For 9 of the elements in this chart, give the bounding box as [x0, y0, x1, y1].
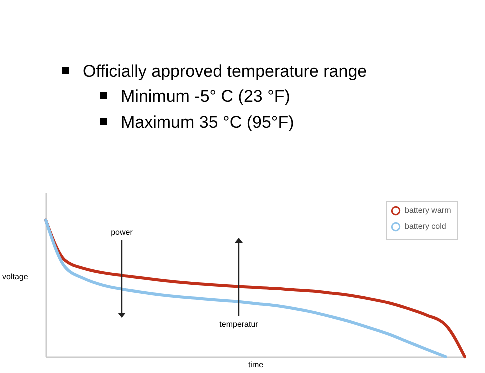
annotation: temperatur [220, 320, 258, 329]
text: Maximum 35 °C (95°F) [100, 113, 294, 133]
annotation: power [111, 228, 133, 237]
x-axis-title: time [248, 360, 264, 370]
legend-label: battery warm [405, 206, 452, 215]
y-axis-title: voltage [2, 272, 29, 282]
text: Officially approved temperature range [62, 62, 368, 82]
text: Minimum -5° C (23 °F) [100, 87, 290, 107]
legend-label: battery cold [405, 222, 446, 231]
